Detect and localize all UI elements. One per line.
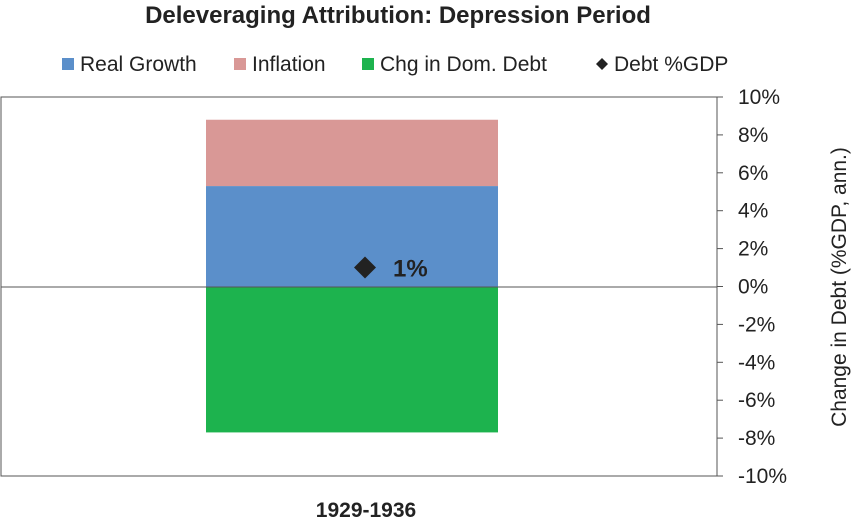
legend-label-debt-gdp: Debt %GDP [614,53,728,76]
bar-chg-in-dom-debt [206,286,498,433]
y-tick-label: -6% [738,389,775,412]
legend-swatch-chg-in-dom-debt [362,58,374,70]
y-tick-label: 10% [738,86,780,109]
legend-label-chg-in-dom-debt: Chg in Dom. Debt [380,53,547,76]
y-tick-label: -2% [738,313,775,336]
y-axis-label: Change in Debt (%GDP, ann.) [828,147,851,427]
y-tick-label: -10% [738,465,787,488]
bars [206,119,498,433]
y-tick-label: 2% [738,238,768,261]
y-tick-label: 0% [738,276,768,299]
legend: Real Growth Inflation Chg in Dom. Debt Debt… [62,53,728,76]
data-label: 1% [393,256,428,283]
y-tick-label: -8% [738,427,775,450]
legend-label-real-growth: Real Growth [80,53,197,76]
y-tick-label: 4% [738,200,768,223]
chart-title: Deleveraging Attribution: Depression Per… [145,2,651,29]
bar-inflation [206,119,498,187]
bar-real-growth [206,186,498,287]
marker-debt-gdp [354,256,376,279]
legend-label-inflation: Inflation [252,53,326,76]
legend-swatch-debt-gdp [596,58,608,70]
x-axis: 1929-1936 [316,499,416,522]
legend-swatch-inflation [234,58,246,70]
x-tick-label: 1929-1936 [316,499,416,518]
legend-swatch-real-growth [62,58,74,70]
y-tick-label: 6% [738,162,768,185]
markers: 1% [354,256,428,283]
y-tick-label: -4% [738,351,775,374]
y-axis: 10% 8% 6% 4% 2% 0% -2% -4% -6% -8% -10% [717,86,787,488]
y-tick-label: 8% [738,124,768,147]
